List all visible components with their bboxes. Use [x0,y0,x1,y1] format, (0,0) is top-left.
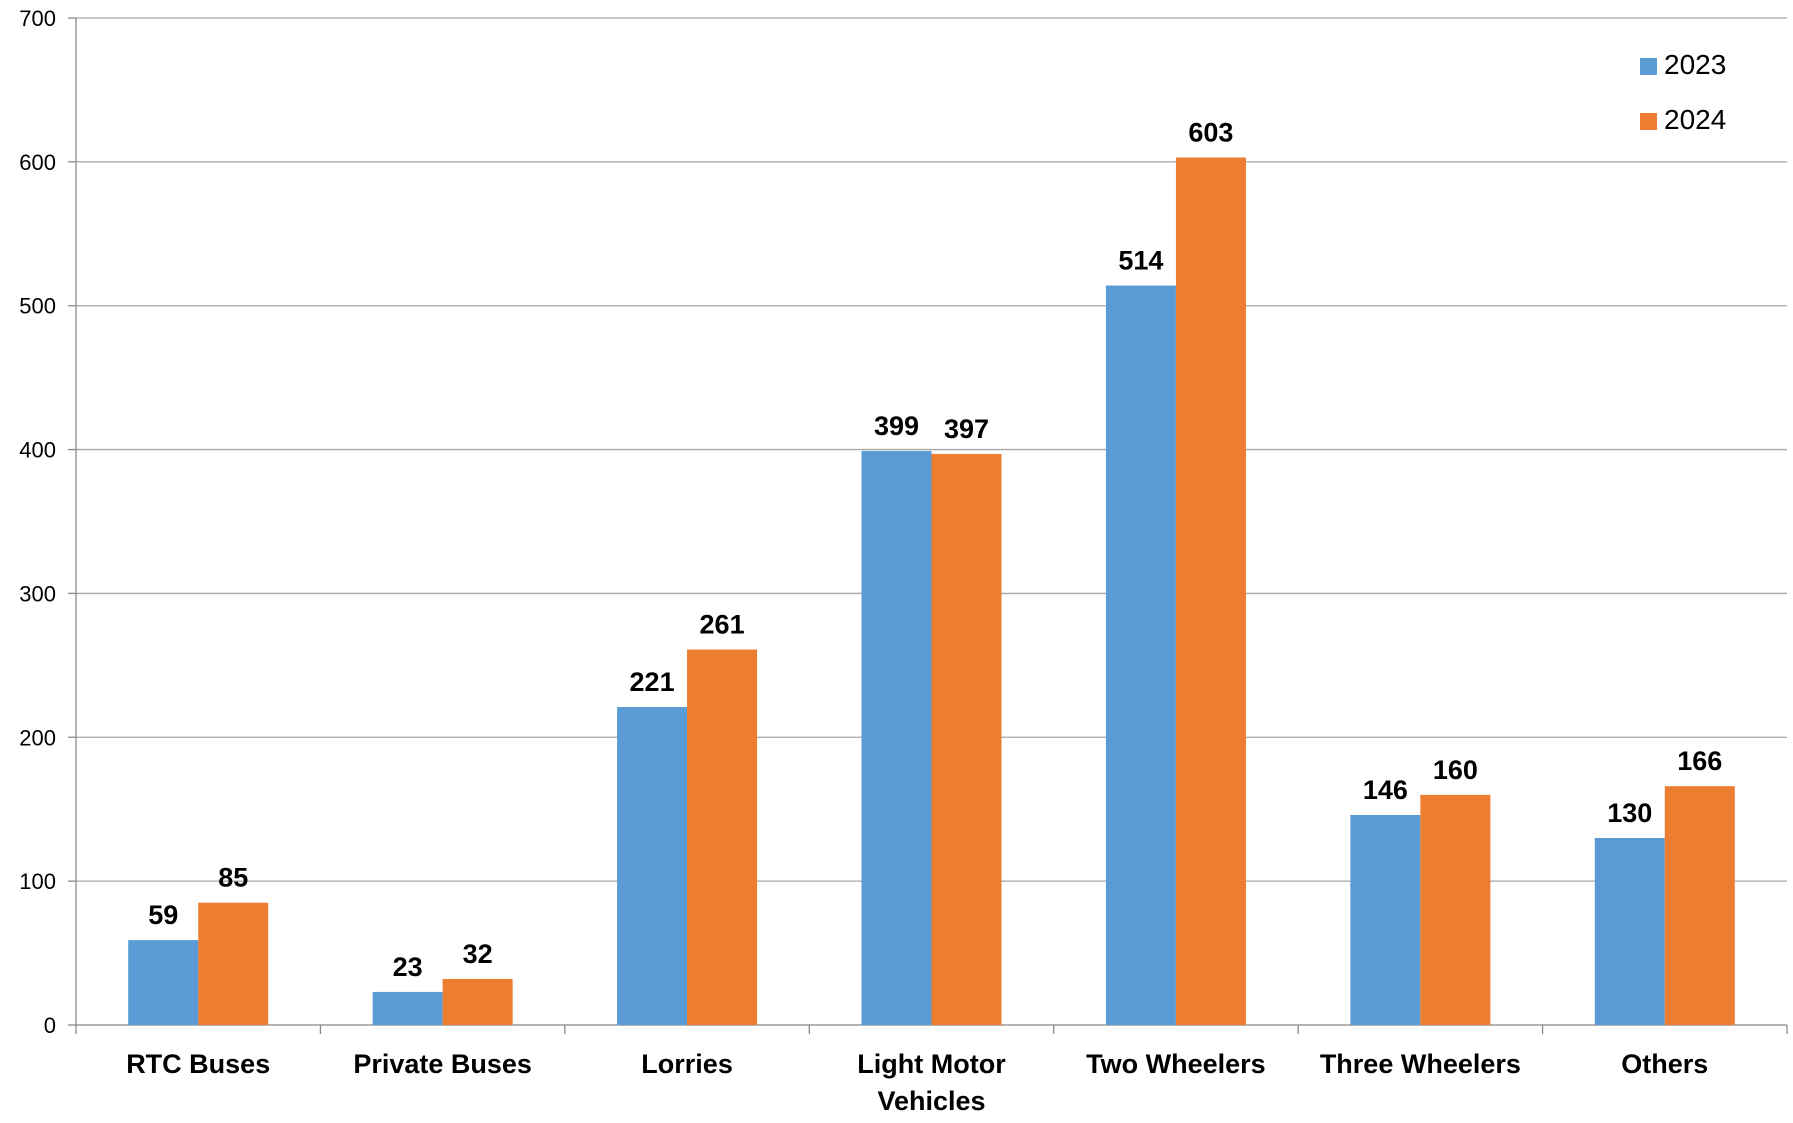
bar-2023 [1350,814,1421,1025]
y-axis-tick-labels: 0 100 200 300 400 500 600 700 [19,6,56,1038]
legend: 2023 2024 [1640,49,1726,135]
data-label: 166 [1677,746,1722,776]
data-label: 261 [700,610,745,640]
bar-2024 [687,649,758,1025]
bar-2024 [442,978,513,1025]
x-category-label: Lorries [641,1049,733,1079]
x-category-label-line: Others [1621,1049,1708,1079]
y-tick-label: 500 [19,294,56,319]
bar-2023 [372,991,443,1025]
bar-2023 [861,451,932,1025]
data-label: 160 [1433,755,1478,785]
x-category-label-line: RTC Buses [126,1049,270,1079]
x-category-label: Two Wheelers [1086,1049,1266,1079]
x-axis-category-labels: RTC Buses Private Buses Lorries Light Motor… [126,1049,1708,1116]
bar-2024 [931,453,1002,1025]
x-category-label: Light Motor Vehicles [857,1049,1006,1116]
x-category-label-line: Three Wheelers [1320,1049,1521,1079]
bar-2023 [1594,837,1665,1025]
bar-2023 [1105,285,1176,1025]
y-tick-label: 200 [19,725,56,750]
x-category-label-line: Two Wheelers [1086,1049,1266,1079]
x-category-label-line: Vehicles [877,1086,985,1116]
legend-label: 2023 [1664,49,1726,80]
x-category-label-line: Light Motor [857,1049,1006,1079]
x-category-label: Three Wheelers [1320,1049,1521,1079]
x-category-label-line: Private Buses [353,1049,532,1079]
y-tick-label: 0 [44,1013,56,1038]
data-label: 221 [630,667,675,697]
data-label: 514 [1118,246,1163,276]
x-category-label: Private Buses [353,1049,532,1079]
legend-swatch-2023 [1640,58,1657,75]
x-category-label: RTC Buses [126,1049,270,1079]
data-label: 603 [1188,118,1233,148]
data-label: 59 [148,900,178,930]
y-tick-label: 700 [19,6,56,31]
bar-2024 [1175,157,1246,1025]
bar-2024 [1664,786,1735,1025]
bar-2024 [1420,794,1491,1025]
data-label: 85 [218,863,248,893]
data-label: 130 [1607,798,1652,828]
bars [128,157,1735,1025]
bar-2023 [617,707,688,1025]
x-category-label: Others [1621,1049,1708,1079]
legend-swatch-2024 [1640,113,1657,130]
data-label: 399 [874,411,919,441]
bar-2024 [198,902,269,1025]
data-label: 146 [1363,775,1408,805]
y-tick-label: 400 [19,438,56,463]
y-tick-label: 300 [19,581,56,606]
y-tick-label: 100 [19,869,56,894]
data-label: 397 [944,414,989,444]
legend-label: 2024 [1664,104,1726,135]
data-labels: 59 85 23 32 221 261 399 397 514 603 146 160 130 166 [148,118,1722,982]
x-category-label-line: Lorries [641,1049,733,1079]
data-label: 23 [393,952,423,982]
data-label: 32 [463,939,493,969]
y-tick-label: 600 [19,150,56,175]
bar-2023 [128,940,199,1025]
